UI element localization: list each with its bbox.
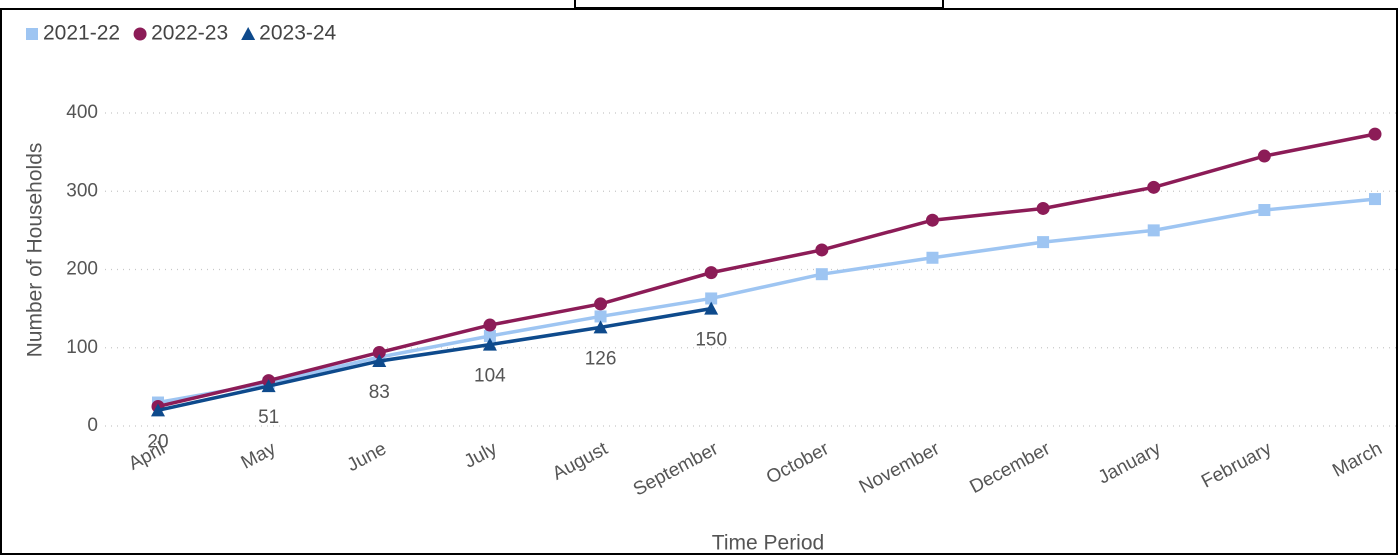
frame [0,8,1398,555]
y-tick-label: 0 [87,415,98,436]
x-tick-label: December [967,438,1055,498]
marker [1368,127,1382,141]
series-line [157,306,712,413]
marker [1369,193,1381,206]
x-axis-title: Time Period [712,532,824,555]
legend-label: 2022-23 [151,22,228,45]
series-line [157,197,1376,405]
marker [1037,236,1050,249]
data-label: 51 [258,407,279,428]
marker [594,310,607,323]
marker [483,330,496,343]
data-label: 20 [147,431,168,452]
y-axis-title: Number of Households [24,143,47,358]
x-tick-label: July [461,438,501,473]
x-tick-label: March [1329,438,1385,481]
legend-marker [241,27,256,40]
x-tick-label: August [549,438,612,485]
x-tick-label: February [1198,438,1275,492]
data-label: 104 [474,366,506,387]
x-tick-label: May [238,438,280,474]
x-tick-label: September [630,438,723,500]
data-label: 126 [585,348,617,369]
x-tick-label: November [856,438,944,498]
marker [704,301,719,315]
marker [815,243,829,257]
x-tick-label: January [1095,438,1165,489]
marker [482,337,497,351]
y-tick-label: 300 [66,180,98,201]
data-label: 83 [369,382,390,403]
marker [705,292,718,305]
legend-label: 2021-22 [43,22,120,45]
y-tick-label: 200 [66,259,98,280]
marker [261,379,276,393]
marker [594,297,608,311]
series-line [157,132,1376,409]
marker [1147,180,1161,194]
marker [704,266,718,280]
legend-marker [133,27,147,41]
x-tick-label: October [763,438,833,489]
legend-marker [26,28,38,40]
y-tick-label: 400 [66,102,98,123]
marker [372,345,386,359]
y-tick-label: 100 [66,337,98,358]
marker [925,213,939,227]
data-label: 150 [695,330,727,351]
top-box [574,0,944,9]
legend-label: 2023-24 [259,22,336,45]
marker [1258,204,1271,217]
marker [926,251,939,264]
marker [815,268,828,281]
marker [1147,224,1160,237]
marker [483,318,497,332]
marker [1257,149,1271,163]
marker [372,354,387,368]
marker [1036,201,1050,215]
marker [151,403,165,417]
x-tick-label: June [344,438,390,476]
marker [593,320,608,334]
